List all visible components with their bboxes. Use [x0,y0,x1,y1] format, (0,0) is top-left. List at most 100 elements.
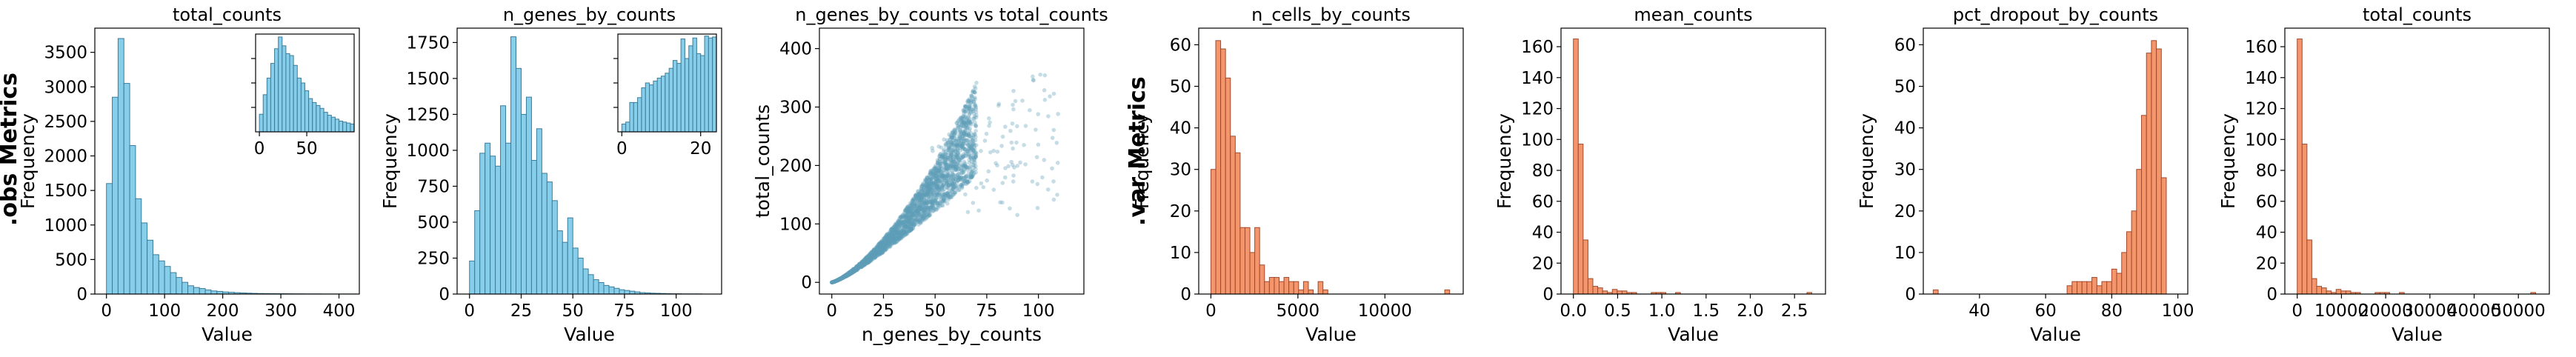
y-tick-label: 100 [779,215,812,234]
scatter-point [924,184,928,189]
scatter-point [974,129,978,133]
histogram-bar [1221,49,1226,294]
y-axis-label: Frequency [1494,113,1515,209]
inset-bar [705,36,708,132]
scatter-point [956,126,960,130]
y-tick-label: 120 [1521,100,1554,119]
histogram-bar [588,275,593,294]
scatter-point [941,204,945,208]
y-tick-label: 120 [2245,100,2277,119]
inset-x-tick-label: 0 [616,139,628,159]
scatter-point [1022,143,1026,147]
histogram-bar [2307,240,2312,294]
x-tick-label: 25 [873,301,894,321]
histogram-bar [193,287,199,294]
scatter-point [1050,167,1054,171]
scatter-point [962,160,967,164]
y-tick-label: 20 [1170,202,1191,221]
scatter-point [973,84,977,89]
scatter-point [968,164,973,169]
var-metrics-row-label: .var Metrics [1125,78,1150,226]
y-tick-label: 3000 [44,78,87,97]
scatter-point [965,131,970,136]
x-axis-label: Value [564,324,615,345]
x-tick-label: 80 [2101,301,2123,321]
scatter-point [1043,98,1048,102]
x-tick-label: 5000 [1277,301,1320,321]
scatter-point [1036,112,1040,116]
histogram-bar [2082,281,2087,294]
scatter-point [1001,181,1005,185]
scatter-point [931,149,935,153]
scatter-point [954,139,959,143]
scatter-point [1028,108,1032,113]
histogram-bar [1617,291,1623,294]
y-tick-label: 40 [1170,119,1191,139]
scatter-point [1020,99,1025,103]
scatter-point [837,277,842,281]
scatter-point [959,167,963,172]
x-tick-label: 0.5 [1604,301,1631,321]
histogram-bar [182,282,188,294]
scatter-point [959,176,963,180]
scatter-point [1003,176,1008,180]
inset-bar [297,78,301,132]
inset-bar [290,56,293,132]
histogram-bar [130,146,136,294]
scatter-point [954,121,959,125]
y-tick-label: 750 [417,177,450,196]
x-tick-label: 2.5 [1781,301,1808,321]
scatter-point [957,135,962,139]
y-tick-label: 140 [1521,69,1554,88]
histogram-bar [562,242,568,294]
inset-bar [677,64,681,132]
scatter-point [1042,158,1046,162]
scatter-point [1024,124,1028,128]
scatter-point [959,183,964,187]
histogram-bar [2326,291,2332,294]
scatter-point [934,208,939,213]
scatter-point [1040,176,1045,180]
scatter-point [911,213,916,217]
scatter-point [969,145,974,150]
scatter-point [1014,99,1018,104]
x-axis-label: Value [202,324,253,345]
y-tick-label: 30 [1894,161,1916,180]
scatter-point [973,143,977,147]
chart-title: n_genes_by_counts [503,4,676,25]
scatter-point [956,161,960,166]
histogram-bar [159,261,164,294]
histogram-bar [1323,290,1328,294]
scatter-point [998,200,1002,204]
inset-bar [653,81,657,132]
histogram-bar [2346,291,2351,294]
histogram-bar [475,210,480,294]
axes-frame [1561,28,1826,294]
histogram-bar [170,273,176,294]
y-tick-label: 20 [2256,254,2277,273]
histogram-bar [1622,291,1627,294]
histogram-bar [2322,288,2327,294]
x-tick-label: 10000 [1358,301,1412,321]
histogram-bar [1598,288,1603,294]
scatter-point [910,222,914,227]
scatter-point [968,179,972,184]
chart-title: mean_counts [1634,4,1752,25]
histogram-bar [2092,278,2097,294]
scatter-point [1051,179,1056,184]
histogram-bar [604,285,609,294]
x-tick-label: 60 [2034,301,2056,321]
scatter-point [1011,173,1016,178]
scatter-point [916,193,920,197]
scatter-point [973,161,977,165]
scatter-point [973,104,977,108]
scatter-point [985,178,989,183]
y-tick-label: 1500 [406,70,450,89]
x-tick-label: 0.0 [1560,301,1587,321]
scatter-point [999,144,1004,148]
y-tick-label: 30 [1170,161,1191,180]
